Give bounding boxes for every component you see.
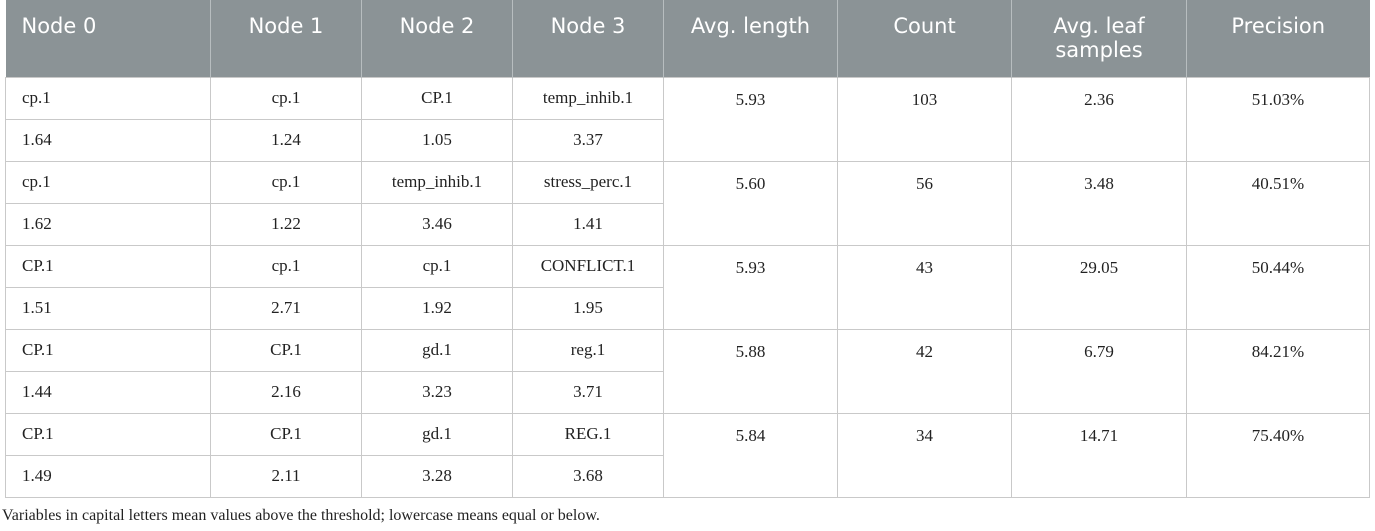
header-cell: Node 1 [210,0,362,77]
threshold-cell: 1.92 [361,286,513,330]
node-cell: CP.1 [210,412,362,456]
node-cell: gd.1 [361,412,513,456]
threshold-cell: 1.64 [5,118,211,162]
precision-cell: 75.40% [1186,412,1370,498]
threshold-cell: 1.44 [5,370,211,414]
threshold-row: 1.49 2.11 3.28 3.68 [5,454,1370,498]
header-row: Node 0 Node 1 Node 2 Node 3 Avg. length Count… [5,0,1370,77]
threshold-cell: 3.23 [361,370,513,414]
node-cell: cp.1 [210,76,362,120]
threshold-cell: 1.49 [5,454,211,498]
rule-row: cp.1 cp.1 CP.1 temp_inhib.1 5.93 103 2.36 51.03… [5,76,1370,162]
threshold-row: 1.64 1.24 1.05 3.37 [5,118,1370,162]
node-cell: REG.1 [512,412,664,456]
avg-length-cell: 5.93 [663,244,838,330]
threshold-row: 1.44 2.16 3.23 3.71 [5,370,1370,414]
node-cell: cp.1 [5,76,211,120]
threshold-row: 1.62 1.22 3.46 1.41 [5,202,1370,246]
header-cell: Avg. leaf samples [1011,0,1187,77]
avg-leaf-samples-cell: 3.48 [1011,160,1187,246]
avg-leaf-samples-cell: 14.71 [1011,412,1187,498]
node-cell: reg.1 [512,328,664,372]
header-cell: Node 3 [512,0,664,77]
threshold-cell: 1.05 [361,118,513,162]
precision-cell: 51.03% [1186,76,1370,162]
node-cell: cp.1 [210,244,362,288]
count-cell: 56 [837,160,1012,246]
header-cell: Node 0 [5,0,211,77]
threshold-cell: 3.68 [512,454,664,498]
count-cell: 103 [837,76,1012,162]
rule-row: CP.1 CP.1 gd.1 REG.1 5.84 34 14.71 75.40% [5,412,1370,498]
count-cell: 34 [837,412,1012,498]
rules-table: Node 0 Node 1 Node 2 Node 3 Avg. length Count… [5,0,1370,498]
node-cell: temp_inhib.1 [512,76,664,120]
avg-leaf-samples-cell: 6.79 [1011,328,1187,414]
avg-leaf-samples-cell: 2.36 [1011,76,1187,162]
header-cell: Avg. length [663,0,838,77]
node-cell: CONFLICT.1 [512,244,664,288]
threshold-cell: 3.46 [361,202,513,246]
node-cell: gd.1 [361,328,513,372]
threshold-cell: 3.71 [512,370,664,414]
threshold-row: 1.51 2.71 1.92 1.95 [5,286,1370,330]
header-cell: Count [837,0,1012,77]
header-cell: Node 2 [361,0,513,77]
node-cell: CP.1 [5,412,211,456]
threshold-cell: 1.24 [210,118,362,162]
avg-length-cell: 5.93 [663,76,838,162]
count-cell: 43 [837,244,1012,330]
threshold-cell: 1.41 [512,202,664,246]
threshold-cell: 1.95 [512,286,664,330]
node-cell: cp.1 [210,160,362,204]
node-cell: cp.1 [361,244,513,288]
node-cell: CP.1 [361,76,513,120]
node-cell: temp_inhib.1 [361,160,513,204]
precision-cell: 84.21% [1186,328,1370,414]
threshold-cell: 2.71 [210,286,362,330]
node-cell: cp.1 [5,160,211,204]
count-cell: 42 [837,328,1012,414]
node-cell: stress_perc.1 [512,160,664,204]
threshold-cell: 3.37 [512,118,664,162]
avg-leaf-samples-cell: 29.05 [1011,244,1187,330]
threshold-cell: 1.51 [5,286,211,330]
threshold-cell: 1.22 [210,202,362,246]
threshold-cell: 2.11 [210,454,362,498]
avg-length-cell: 5.60 [663,160,838,246]
rule-row: CP.1 cp.1 cp.1 CONFLICT.1 5.93 43 29.05 50.44% [5,244,1370,330]
node-cell: CP.1 [5,244,211,288]
footnote: Variables in capital letters mean values… [2,507,600,524]
threshold-cell: 1.62 [5,202,211,246]
threshold-cell: 3.28 [361,454,513,498]
node-cell: CP.1 [210,328,362,372]
avg-length-cell: 5.88 [663,328,838,414]
node-cell: CP.1 [5,328,211,372]
threshold-cell: 2.16 [210,370,362,414]
rule-row: cp.1 cp.1 temp_inhib.1 stress_perc.1 5.60 56 3… [5,160,1370,246]
precision-cell: 40.51% [1186,160,1370,246]
rule-row: CP.1 CP.1 gd.1 reg.1 5.88 42 6.79 84.21% [5,328,1370,414]
header-cell: Precision [1186,0,1370,77]
precision-cell: 50.44% [1186,244,1370,330]
table-body: cp.1 cp.1 CP.1 temp_inhib.1 5.93 103 2.36 51.03… [5,76,1370,498]
avg-length-cell: 5.84 [663,412,838,498]
